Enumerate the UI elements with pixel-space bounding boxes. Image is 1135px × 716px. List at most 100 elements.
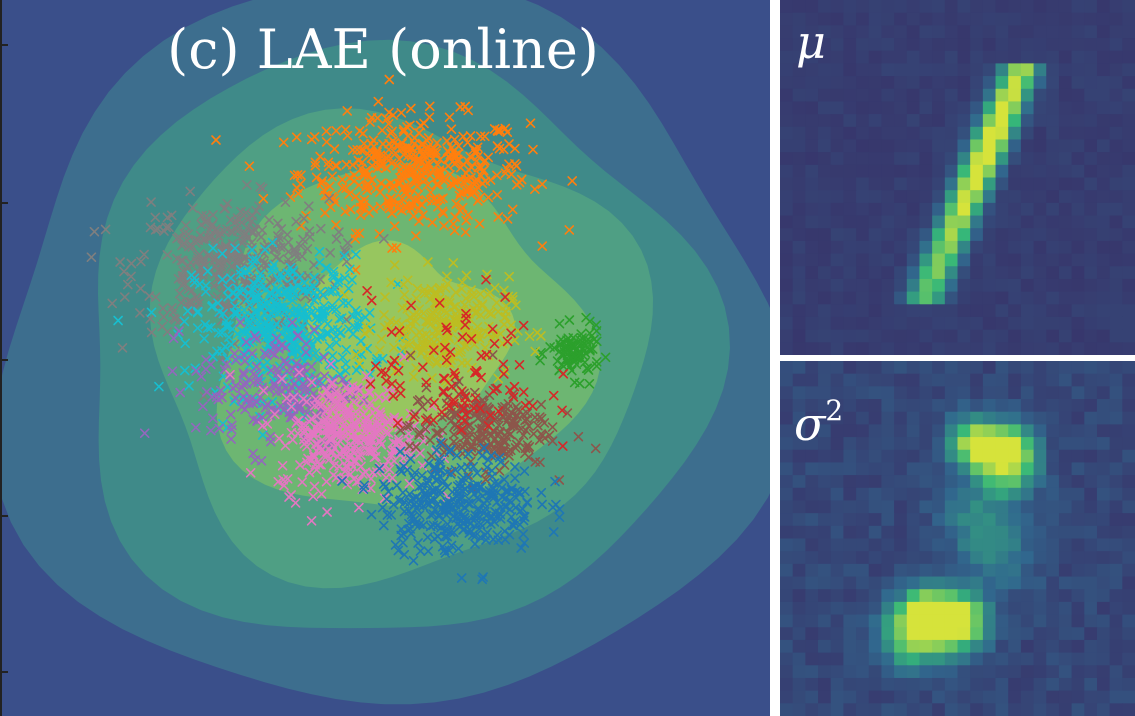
mu-cell <box>1020 240 1035 255</box>
point-marker <box>247 348 257 359</box>
mu-cell <box>1084 50 1098 64</box>
mu-cell <box>1084 266 1098 280</box>
sigma-cell <box>1084 500 1098 514</box>
point-marker <box>416 199 427 210</box>
mu-cell <box>1084 291 1098 305</box>
point-marker <box>510 473 520 483</box>
sigma-cell <box>1109 538 1123 552</box>
sigma-cell <box>1096 513 1111 527</box>
point-marker <box>257 183 268 194</box>
mu-cell <box>1071 253 1085 267</box>
point-marker <box>295 324 306 334</box>
point-marker <box>404 518 414 529</box>
sigma-cell <box>1071 424 1085 438</box>
point-marker <box>500 306 511 317</box>
mu-cell <box>805 304 819 318</box>
mu-cell <box>1008 25 1022 39</box>
sigma-cell <box>1033 589 1047 603</box>
mu-cell <box>1071 0 1085 14</box>
point-marker <box>359 138 369 149</box>
mu-cell <box>995 126 1009 141</box>
point-marker <box>246 237 257 248</box>
sigma-cell <box>818 513 832 527</box>
point-marker <box>248 398 259 409</box>
sigma-cell <box>970 487 984 502</box>
mu-cell <box>982 25 997 39</box>
point-marker <box>394 326 405 336</box>
point-marker <box>322 319 333 329</box>
sigma-cell <box>1058 487 1073 502</box>
mu-cell <box>1046 240 1060 255</box>
point-marker <box>178 255 188 266</box>
mu-cell <box>1058 114 1073 128</box>
mu-cell <box>881 177 895 191</box>
sigma-cell <box>818 703 832 716</box>
point-marker <box>463 210 473 220</box>
sigma-cell <box>957 576 971 590</box>
sigma-cell <box>944 373 959 387</box>
point-marker <box>487 324 498 334</box>
mu-cell <box>780 190 794 204</box>
point-marker <box>351 456 361 467</box>
mu-cell <box>792 126 806 141</box>
point-marker <box>535 355 545 366</box>
mu-cell <box>780 114 794 128</box>
point-marker <box>404 478 415 489</box>
point-marker <box>205 225 215 235</box>
point-marker <box>418 308 429 319</box>
sigma-cell <box>982 399 997 413</box>
sigma-cell <box>894 475 908 489</box>
point-marker <box>528 144 538 155</box>
point-marker <box>362 413 373 424</box>
mu-cell <box>868 329 883 343</box>
point-marker <box>404 192 414 202</box>
mu-cell <box>843 152 857 166</box>
mu-cell <box>780 152 794 166</box>
mu-cell <box>881 304 895 318</box>
sigma-cell <box>780 589 794 603</box>
point-marker <box>287 412 297 423</box>
mu-cell <box>1071 177 1085 191</box>
sigma-cell <box>792 652 806 666</box>
sigma-cell <box>906 449 921 464</box>
sigma-cell <box>881 386 895 400</box>
sigma-cell <box>856 601 870 616</box>
point-marker <box>470 482 481 493</box>
point-marker <box>226 424 237 435</box>
sigma-cell <box>894 386 908 400</box>
point-marker <box>180 338 190 349</box>
sigma-cell <box>1020 411 1035 425</box>
mu-cell <box>995 12 1009 26</box>
latent-title: (c) LAE (online) <box>167 18 599 81</box>
point-marker <box>501 431 512 442</box>
sigma-cell <box>919 551 933 565</box>
mu-cell <box>894 101 908 115</box>
point-marker <box>372 147 382 157</box>
mu-cell <box>868 291 883 305</box>
mu-cell <box>1020 50 1035 64</box>
point-marker <box>327 351 338 361</box>
point-marker <box>323 417 334 428</box>
point-marker <box>417 471 427 481</box>
sigma-cell <box>868 652 883 666</box>
sigma-cell <box>805 601 819 616</box>
sigma-cell <box>1008 399 1022 413</box>
point-marker <box>467 178 478 188</box>
point-marker <box>201 355 211 365</box>
point-marker <box>410 409 420 419</box>
point-marker <box>436 523 446 533</box>
sigma-cell <box>881 399 895 413</box>
mu-cell <box>1096 253 1111 267</box>
mu-cell <box>805 25 819 39</box>
point-marker <box>453 488 463 499</box>
mu-cell <box>970 139 984 153</box>
point-marker <box>354 361 364 372</box>
sigma-cell <box>1109 601 1123 616</box>
sigma-cell <box>881 677 895 692</box>
mu-cell <box>1008 152 1022 166</box>
mu-cell <box>1020 215 1035 229</box>
panel-divider-vertical <box>770 0 780 716</box>
mu-cell <box>830 304 844 318</box>
mu-cell <box>1033 291 1047 305</box>
sigma-cell <box>1033 500 1047 514</box>
